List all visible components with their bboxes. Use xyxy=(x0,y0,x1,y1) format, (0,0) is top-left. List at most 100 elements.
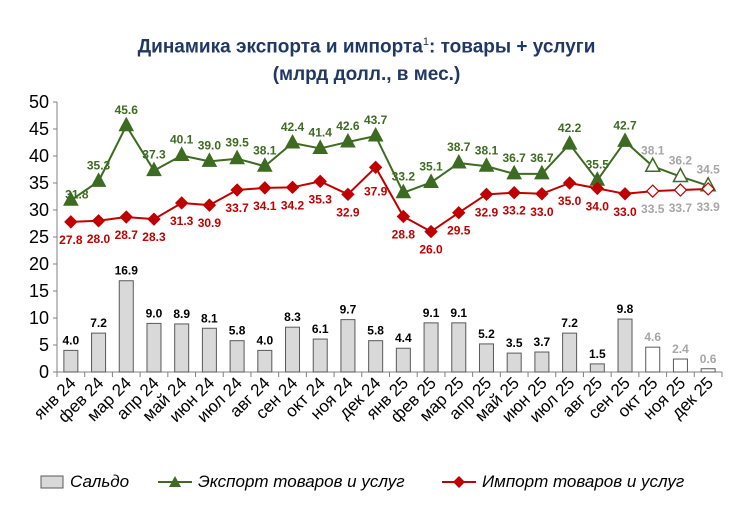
export-point xyxy=(395,183,412,199)
bar-balance xyxy=(229,340,245,373)
export-label: 36.7 xyxy=(530,151,554,165)
export-point xyxy=(201,152,218,167)
legend-diamond-swatch xyxy=(442,476,476,488)
import-label: 37.9 xyxy=(364,184,388,198)
bar-label-balance: 9.1 xyxy=(423,306,440,320)
import-point xyxy=(91,214,106,228)
export-point xyxy=(423,173,439,188)
export-point xyxy=(256,157,273,172)
bar-balance xyxy=(534,351,550,373)
legend-item-balance: Сальдо xyxy=(40,472,129,492)
bar-balance xyxy=(589,363,605,373)
export-point xyxy=(340,132,356,148)
bar-label-balance: 1.5 xyxy=(589,347,606,361)
import-label: 26.0 xyxy=(419,243,443,257)
export-line-segment xyxy=(97,125,128,182)
bar-label-balance: 9.7 xyxy=(340,303,357,317)
bar-balance xyxy=(201,327,217,373)
import-line-segment xyxy=(430,211,460,233)
export-label: 40.1 xyxy=(170,132,194,146)
export-point xyxy=(284,133,301,149)
bar-balance xyxy=(63,349,79,373)
export-label: 31.8 xyxy=(65,187,89,201)
bar-label-balance: 4.4 xyxy=(395,331,412,345)
y-tick-label: 25 xyxy=(29,227,49,247)
bar-label-balance: 9.0 xyxy=(146,306,163,320)
bar-label-balance: 2.4 xyxy=(672,342,689,356)
export-point xyxy=(312,139,329,154)
import-label: 34.2 xyxy=(281,198,305,212)
export-label: 33.2 xyxy=(392,170,416,184)
bar-label-balance: 4.0 xyxy=(63,333,80,347)
bar-label-balance: 3.5 xyxy=(506,336,523,350)
export-point xyxy=(118,116,135,132)
import-label: 33.0 xyxy=(613,205,637,219)
legend-label-import: Импорт товаров и услуг xyxy=(482,472,685,491)
export-label: 38.1 xyxy=(641,143,665,157)
bar-label-balance: 4.6 xyxy=(644,330,661,344)
export-label: 35.3 xyxy=(87,158,111,172)
export-line-segment xyxy=(596,140,626,181)
y-tick-label: 10 xyxy=(29,308,49,328)
bar-label-balance: 9.8 xyxy=(617,302,634,316)
import-label: 33.0 xyxy=(530,205,554,219)
y-tick-label: 0 xyxy=(39,362,49,382)
export-point xyxy=(450,153,467,169)
bar-label-balance: 16.9 xyxy=(115,264,139,278)
import-label: 30.9 xyxy=(198,216,222,230)
chart-title-line2: (млрд долл., в мес.) xyxy=(272,64,461,85)
y-tick-label: 40 xyxy=(29,146,49,166)
export-label: 42.7 xyxy=(613,118,637,132)
bar-balance xyxy=(312,338,328,373)
bar-balance xyxy=(478,343,494,373)
export-label: 45.6 xyxy=(115,103,139,117)
import-point xyxy=(673,183,688,197)
import-point xyxy=(645,184,660,198)
export-label: 36.2 xyxy=(669,154,693,168)
import-line-segment xyxy=(347,166,377,196)
export-point xyxy=(173,146,190,161)
y-tick-label: 50 xyxy=(29,92,49,112)
import-point xyxy=(590,181,605,196)
import-label: 28.8 xyxy=(392,227,416,241)
import-point xyxy=(230,183,244,197)
y-tick-label: 30 xyxy=(29,200,49,220)
import-point xyxy=(535,187,549,201)
bar-label-balance: 7.2 xyxy=(561,316,578,330)
import-point xyxy=(285,180,300,195)
legend-item-import: Импорт товаров и услуг xyxy=(442,472,684,492)
bar-balance xyxy=(340,319,356,373)
bar-balance xyxy=(562,332,578,373)
export-label: 41.4 xyxy=(309,125,333,139)
legend-label-export: Экспорт товаров и услуг xyxy=(198,472,405,491)
export-label: 38.1 xyxy=(253,143,277,157)
export-label: 35.1 xyxy=(419,159,443,173)
bar-label-balance: 8.9 xyxy=(173,307,190,321)
bar-label-balance: 8.3 xyxy=(284,310,301,324)
export-label: 38.1 xyxy=(475,143,499,157)
export-label: 36.7 xyxy=(503,151,527,165)
bar-balance xyxy=(423,322,439,373)
import-point xyxy=(562,176,577,190)
legend-item-export: Экспорт товаров и услуг xyxy=(158,472,405,492)
import-point xyxy=(368,160,383,175)
chart-title-line1: Динамика экспорта и импорта1: товары + у… xyxy=(137,36,596,58)
export-label: 39.0 xyxy=(198,138,222,152)
import-point xyxy=(701,182,715,196)
legend-label-balance: Сальдо xyxy=(70,472,130,491)
import-point xyxy=(507,186,521,200)
bar-label-balance: 0.6 xyxy=(700,352,717,366)
export-point xyxy=(534,164,550,180)
import-point xyxy=(202,198,217,212)
bar-label-balance: 7.2 xyxy=(90,316,107,330)
import-point xyxy=(618,187,632,201)
y-tick-label: 15 xyxy=(29,281,49,301)
bar-balance xyxy=(118,280,134,373)
import-label: 33.7 xyxy=(225,201,249,215)
import-label: 34.0 xyxy=(586,199,610,213)
legend-triangle-swatch xyxy=(158,476,192,487)
bar-balance xyxy=(257,349,273,373)
bar-balance xyxy=(645,346,661,373)
import-point xyxy=(452,205,466,220)
y-tick-label: 20 xyxy=(29,254,49,274)
